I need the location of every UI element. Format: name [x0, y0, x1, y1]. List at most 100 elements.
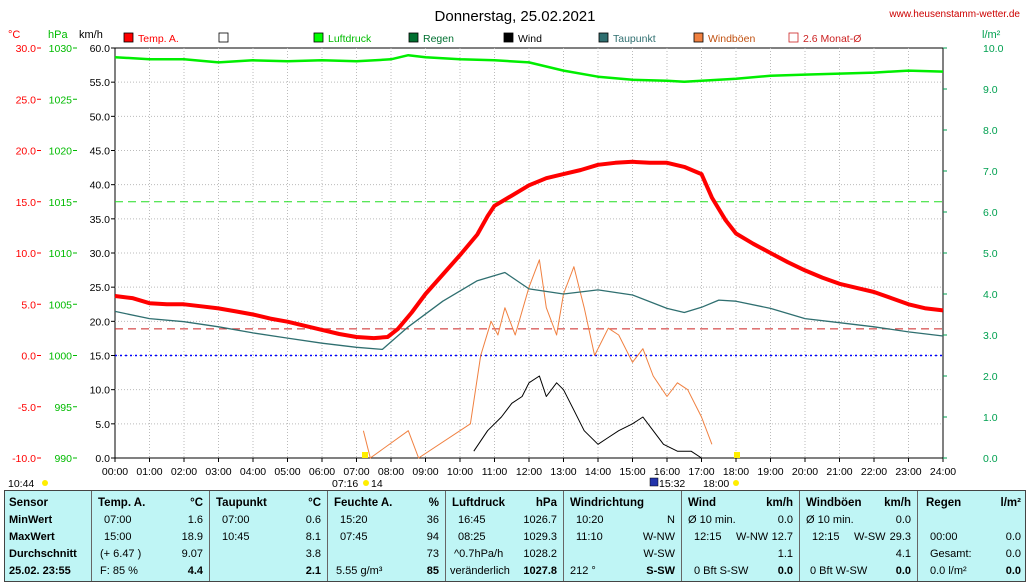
dir-min: N — [667, 514, 675, 526]
summary-wind-col: Wind km/h Ø 10 min. 0.0 12:15 W-NW 12.7 1.1 … — [681, 491, 799, 581]
x-tick-label: 18:00 — [723, 466, 749, 478]
dew-max: 8.1 — [305, 531, 321, 543]
x-tick-label: 12:00 — [516, 466, 542, 478]
sunset-marker — [734, 452, 740, 458]
gust-min-note: Ø 10 min. — [806, 514, 854, 526]
wind-tick-label: 35.0 — [90, 214, 111, 226]
wind-tick-label: 40.0 — [90, 180, 111, 192]
temp-min-time: 07:00 — [104, 514, 132, 526]
dir-title: Windrichtung — [570, 497, 644, 509]
wind-title: Wind — [688, 497, 716, 509]
sunrise-label: 07:16 — [332, 478, 358, 490]
gust-unit: km/h — [884, 497, 911, 509]
legend-swatch — [408, 32, 419, 43]
hum-min-time: 15:20 — [340, 514, 368, 526]
hum-now-note: 5.55 g/m³ — [336, 565, 383, 577]
legend-swatch — [788, 32, 799, 43]
label-now: 25.02. 23:55 — [9, 565, 71, 577]
wind-tick-label: 0.0 — [95, 453, 110, 465]
x-tick-label: 22:00 — [861, 466, 887, 478]
wind-tick-label: 10.0 — [90, 385, 111, 397]
pressure-tick-label: 1030 — [49, 43, 73, 55]
x-tick-label: 01:00 — [136, 466, 162, 478]
x-tick-label: 17:00 — [688, 466, 714, 478]
gust-title: Windböen — [806, 497, 862, 509]
x-tick-label: 11:00 — [482, 466, 508, 478]
wind-tick-label: 45.0 — [90, 146, 111, 158]
weather-chart: 00:00 01:00 02:00 03:00 04:00 05:00 06:00 07:00… — [8, 8, 1020, 490]
dew-min: 0.6 — [305, 514, 321, 526]
rain-tick-label: 7.0 — [983, 166, 998, 178]
wind-avg: 1.1 — [777, 548, 793, 560]
pressure-tick-label: 1020 — [49, 146, 73, 158]
chart-axes: 00:00 01:00 02:00 03:00 04:00 05:00 06:00 07:00… — [12, 43, 1004, 478]
wind-tick-label: 55.0 — [90, 77, 111, 89]
dir-min-time: 10:20 — [576, 514, 604, 526]
rain-now: 0.0 — [1005, 565, 1021, 577]
rain-tick-label: 5.0 — [983, 248, 998, 260]
x-tick-label: 23:00 — [895, 466, 921, 478]
temp-now-note: F: 85 % — [100, 565, 138, 577]
x-tick-label: 05:00 — [274, 466, 300, 478]
rain-tick-label: 4.0 — [983, 289, 998, 301]
legend-label: Temp. A. — [138, 33, 179, 45]
pressure-tick-label: 1015 — [49, 197, 73, 209]
legend-label: Luftdruck — [328, 33, 372, 45]
legend-swatch — [218, 32, 229, 43]
sun-times: 10:44 07:16 14 15:32 18:00 — [8, 452, 740, 490]
chart-series — [114, 53, 944, 459]
x-tick-label: 06:00 — [309, 466, 335, 478]
sunrise-icon — [363, 480, 369, 486]
label-sensor: Sensor — [9, 497, 48, 509]
wind-tick-label: 15.0 — [90, 351, 111, 363]
rain-tick-label: 6.0 — [983, 207, 998, 219]
legend-swatch — [693, 32, 704, 43]
hum-min: 36 — [426, 514, 439, 526]
wind-max: 12.7 — [771, 531, 793, 543]
chart-title: Donnerstag, 25.02.2021 — [435, 8, 596, 25]
label-max: MaxWert — [9, 531, 55, 543]
wind-tick-label: 60.0 — [90, 43, 111, 55]
rain-now-note: 0.0 l/m² — [930, 565, 967, 577]
moon-icon — [649, 477, 659, 487]
rain-tick-label: 10.0 — [983, 43, 1004, 55]
series-line-taupunkt — [114, 271, 944, 351]
legend-swatch — [123, 32, 134, 43]
dew-unit: °C — [308, 497, 321, 509]
x-tick-label: 02:00 — [171, 466, 197, 478]
rain-tick-label: 0.0 — [983, 453, 998, 465]
legend-swatch — [313, 32, 324, 43]
chart-legend: Temp. A. Luftdruck Regen Wind Taupunkt Windbö… — [123, 32, 861, 45]
wind-unit-label: km/h — [79, 29, 103, 41]
press-title: Luftdruck — [452, 497, 506, 509]
press-avg-note: ^0.7hPa/h — [454, 548, 504, 560]
gust-max-dir: W-SW — [854, 531, 886, 543]
temp-tick-label: 5.0 — [21, 299, 36, 311]
legend-label: Wind — [518, 33, 542, 45]
pressure-tick-label: 995 — [54, 402, 72, 414]
wind-tick-label: 20.0 — [90, 316, 111, 328]
series-line-windb-en — [362, 259, 713, 459]
pressure-tick-label: 1005 — [49, 299, 73, 311]
wind-now-note: 0 Bft S-SW — [694, 565, 749, 577]
press-max-time: 08:25 — [458, 531, 486, 543]
hum-title: Feuchte A. — [334, 497, 393, 509]
legend-label: Windböen — [708, 33, 755, 45]
label-min: MinWert — [9, 514, 53, 526]
wind-max-time: 12:15 — [694, 531, 722, 543]
summary-gust-col: Windböen km/h Ø 10 min. 0.0 12:15 W-SW 29.3 … — [799, 491, 917, 581]
wind-min: 0.0 — [777, 514, 793, 526]
reference-lines — [115, 201, 943, 357]
x-tick-label: 20:00 — [792, 466, 818, 478]
label-avg: Durchschnitt — [9, 548, 77, 560]
wind-min-note: Ø 10 min. — [688, 514, 736, 526]
sunset-icon — [733, 480, 739, 486]
hum-unit: % — [428, 497, 439, 509]
temp-unit: °C — [190, 497, 203, 509]
website-link[interactable]: www.heusenstamm-wetter.de — [888, 9, 1020, 20]
temp-max: 18.9 — [181, 531, 203, 543]
summary-direction-col: Windrichtung 10:20 N 11:10 W-NW W-SW 212 °… — [563, 491, 681, 581]
x-tick-label: 07:00 — [343, 466, 369, 478]
x-tick-label: 10:00 — [447, 466, 473, 478]
rain-tick-label: 8.0 — [983, 125, 998, 137]
